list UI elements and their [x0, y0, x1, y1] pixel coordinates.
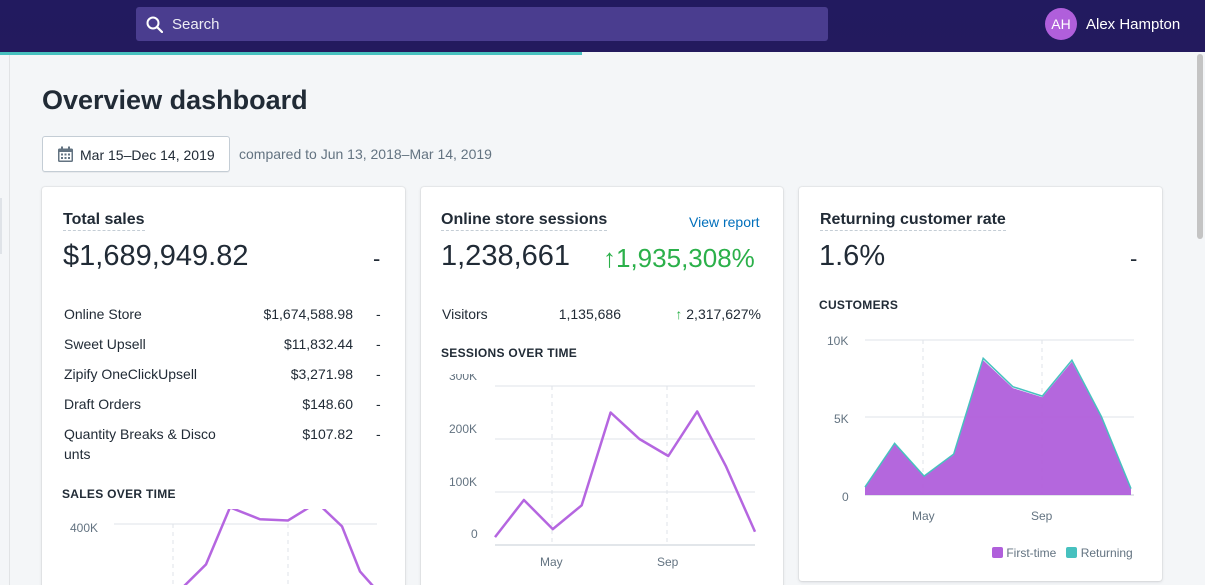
x-tick-label: May — [540, 555, 563, 569]
x-tick-label: May — [912, 509, 935, 523]
card-title[interactable]: Returning customer rate — [820, 211, 1006, 231]
user-name[interactable]: Alex Hampton — [1086, 16, 1181, 33]
arrow-up-icon: ↑ — [603, 243, 616, 273]
sales-line — [183, 509, 374, 585]
sales-row-change: - — [376, 336, 381, 352]
card-title[interactable]: Online store sessions — [441, 211, 608, 231]
legend-swatch — [1066, 547, 1078, 558]
sales-row-value: $148.60 — [302, 396, 353, 412]
visitors-label: Visitors — [442, 306, 488, 322]
sales-row-label: Quantity Breaks & Disco unts — [64, 426, 216, 462]
search-bar[interactable]: Search — [136, 7, 828, 41]
sales-row-label: Online Store — [64, 306, 142, 322]
customers-chart: 10K 5K 0 May Sep — [827, 334, 1134, 523]
avatar[interactable]: AH — [1045, 8, 1077, 40]
sales-row-value: $107.82 — [302, 426, 353, 442]
y-tick-label: 0 — [471, 527, 478, 541]
calendar-icon — [58, 146, 73, 162]
sessions-line — [494, 410, 757, 538]
legend-label: Returning — [1080, 546, 1133, 560]
x-tick-label: Sep — [657, 555, 679, 569]
sales-row-label: Draft Orders — [64, 396, 142, 412]
sales-row-label: Zipify OneClickUpsell — [64, 366, 198, 382]
returning-line — [864, 356, 1132, 489]
sales-row-value: $11,832.44 — [283, 336, 353, 352]
chart-heading: SESSIONS OVER TIME — [441, 346, 578, 360]
sessions-value: 1,238,661 — [441, 240, 571, 272]
view-report-link[interactable]: View report — [689, 214, 760, 230]
chart-heading: CUSTOMERS — [819, 298, 899, 312]
returning-customer-card: Returning customer rate 1.6% - CUSTOMERS… — [799, 187, 1162, 581]
y-tick-label: 300K — [449, 374, 477, 383]
search-input[interactable]: Search — [172, 16, 220, 33]
sales-row-change: - — [376, 396, 381, 412]
y-tick-label: 200K — [449, 422, 477, 436]
sales-row-value: $3,271.98 — [290, 366, 353, 382]
x-tick-label: Sep — [1031, 509, 1053, 523]
sales-row-label: Sweet Upsell — [64, 336, 146, 352]
sessions-change: ↑1,935,308% — [603, 243, 755, 273]
sales-row-value: $1,674,588.98 — [263, 306, 353, 322]
y-tick-label: 400K — [70, 521, 98, 535]
scrollbar[interactable] — [1195, 52, 1205, 585]
y-tick-label: 5K — [834, 412, 849, 426]
legend-label: First-time — [1006, 546, 1057, 560]
page-title: Overview dashboard — [42, 85, 308, 115]
search-icon — [146, 16, 163, 33]
returning-rate-change: - — [1130, 246, 1138, 271]
total-sales-card: Total sales $1,689,949.82 - Online Store… — [42, 187, 405, 585]
card-title[interactable]: Total sales — [63, 211, 145, 231]
arrow-up-icon: ↑ — [675, 306, 683, 322]
y-tick-label: 100K — [449, 475, 477, 489]
total-sales-value: $1,689,949.82 — [63, 240, 249, 272]
sales-row-change: - — [376, 366, 381, 382]
sessions-over-time-chart: 300K 200K 100K 0 May Sep — [449, 374, 757, 569]
loading-progress-bar — [0, 52, 1205, 55]
returning-rate-value: 1.6% — [819, 240, 886, 272]
y-tick-label: 10K — [827, 334, 848, 348]
sessions-card: Online store sessions View report 1,238,… — [421, 187, 783, 585]
sales-over-time-chart: 400K — [70, 509, 377, 585]
sales-row-change: - — [376, 426, 381, 442]
chart-heading: SALES OVER TIME — [62, 487, 176, 501]
legend-swatch — [992, 547, 1003, 558]
visitors-value: 1,135,686 — [558, 306, 621, 322]
visitors-change: ↑ 2,317,627% — [675, 306, 761, 322]
chart-legend: First-time Returning — [992, 546, 1133, 560]
total-sales-change: - — [373, 246, 381, 271]
sidebar-edge — [0, 198, 2, 254]
date-range-label[interactable]: Mar 15–Dec 14, 2019 — [80, 147, 215, 163]
comparison-period: compared to Jun 13, 2018–Mar 14, 2019 — [239, 146, 492, 162]
date-range-button[interactable]: Mar 15–Dec 14, 2019 — [42, 136, 230, 172]
sales-row-change: - — [376, 306, 381, 322]
scrollbar-thumb[interactable] — [1197, 54, 1203, 239]
first-time-area — [865, 360, 1131, 495]
y-tick-label: 0 — [842, 490, 849, 504]
top-bar: Search AH Alex Hampton — [0, 0, 1205, 52]
